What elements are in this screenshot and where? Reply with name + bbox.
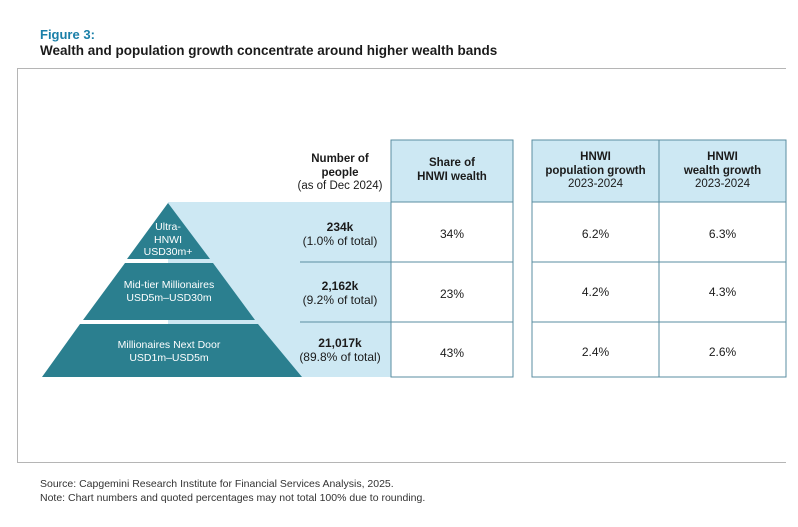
header-people: Number of people (as of Dec 2024)	[290, 153, 390, 194]
tier-label-mid-line1: Mid-tier Millionaires	[123, 279, 215, 291]
wealth-growth-mid: 4.3%	[708, 285, 737, 299]
tier-label-next-door-line1: Millionaires Next Door	[117, 339, 221, 351]
tier-label-ultra-line1: Ultra-	[155, 221, 181, 233]
header-pop-growth-line1: HNWI	[580, 151, 611, 163]
left-divider	[17, 68, 18, 463]
pyramid-tier-mid	[83, 263, 255, 320]
pyramid-tier-next-door	[42, 324, 302, 377]
tier-label-ultra-line2: HNWI	[154, 233, 182, 246]
header-share-line2: HNWI wealth	[417, 170, 487, 183]
figure-title: Wealth and population growth concentrate…	[40, 43, 498, 58]
header-people-line3: (as of Dec 2024)	[297, 180, 383, 192]
bottom-divider	[17, 462, 786, 463]
wealth-growth-next-door: 2.6%	[708, 345, 737, 359]
people-cell-mid: 2,162k (9.2% of total)	[285, 279, 395, 307]
header-people-line1: Number of	[311, 153, 369, 165]
people-cell-next-door: 21,017k (89.8% of total)	[285, 336, 395, 364]
tier-label-mid-line2: USD5m–USD30m	[126, 291, 212, 304]
figure-label: Figure 3:	[40, 27, 95, 42]
pop-growth-mid: 4.2%	[581, 285, 610, 299]
pop-growth-next-door: 2.4%	[581, 345, 610, 359]
header-wealth-growth-line2: wealth growth	[683, 164, 762, 177]
header-share-line1: Share of	[428, 157, 475, 169]
people-cell-ultra: 234k (1.0% of total)	[285, 220, 395, 248]
wealth-growth-ultra: 6.3%	[708, 227, 737, 241]
header-wealth-growth-line1: HNWI	[707, 151, 738, 163]
wealth-share-ultra: 34%	[439, 227, 465, 241]
header-wealth-growth-line3: 2023-2024	[695, 178, 750, 190]
tier-label-ultra-line3: USD30m+	[143, 246, 193, 258]
people-value-mid: 2,162k	[321, 279, 359, 293]
tier-label-next-door: Millionaires Next Door USD1m–USD5m	[88, 339, 250, 364]
rounding-note: Note: Chart numbers and quoted percentag…	[40, 492, 426, 504]
header-pop-growth-line2: population growth	[545, 164, 646, 177]
pop-growth-ultra: 6.2%	[581, 227, 610, 241]
people-share-mid: (9.2% of total)	[302, 293, 378, 307]
wealth-share-next-door: 43%	[439, 346, 465, 360]
tier-label-next-door-line2: USD1m–USD5m	[129, 351, 209, 364]
header-wealth-growth: HNWI wealth growth 2023-2024	[659, 151, 786, 192]
people-share-ultra: (1.0% of total)	[302, 234, 378, 248]
people-share-next-door: (89.8% of total)	[299, 350, 381, 364]
tier-label-mid: Mid-tier Millionaires USD5m–USD30m	[98, 279, 240, 304]
header-share: Share of HNWI wealth	[391, 157, 513, 184]
header-people-line2: people	[321, 166, 359, 179]
tier-label-ultra: Ultra- HNWI USD30m+	[128, 221, 208, 259]
pyramid-tier-ultra	[127, 203, 210, 259]
source-note: Source: Capgemini Research Institute for…	[40, 478, 394, 490]
share-column-box	[390, 201, 514, 378]
people-value-next-door: 21,017k	[318, 336, 362, 350]
top-divider	[17, 68, 786, 69]
people-value-ultra: 234k	[326, 220, 354, 234]
header-pop-growth-line3: 2023-2024	[568, 178, 623, 190]
header-pop-growth: HNWI population growth 2023-2024	[532, 151, 659, 192]
wealth-share-mid: 23%	[439, 287, 465, 301]
